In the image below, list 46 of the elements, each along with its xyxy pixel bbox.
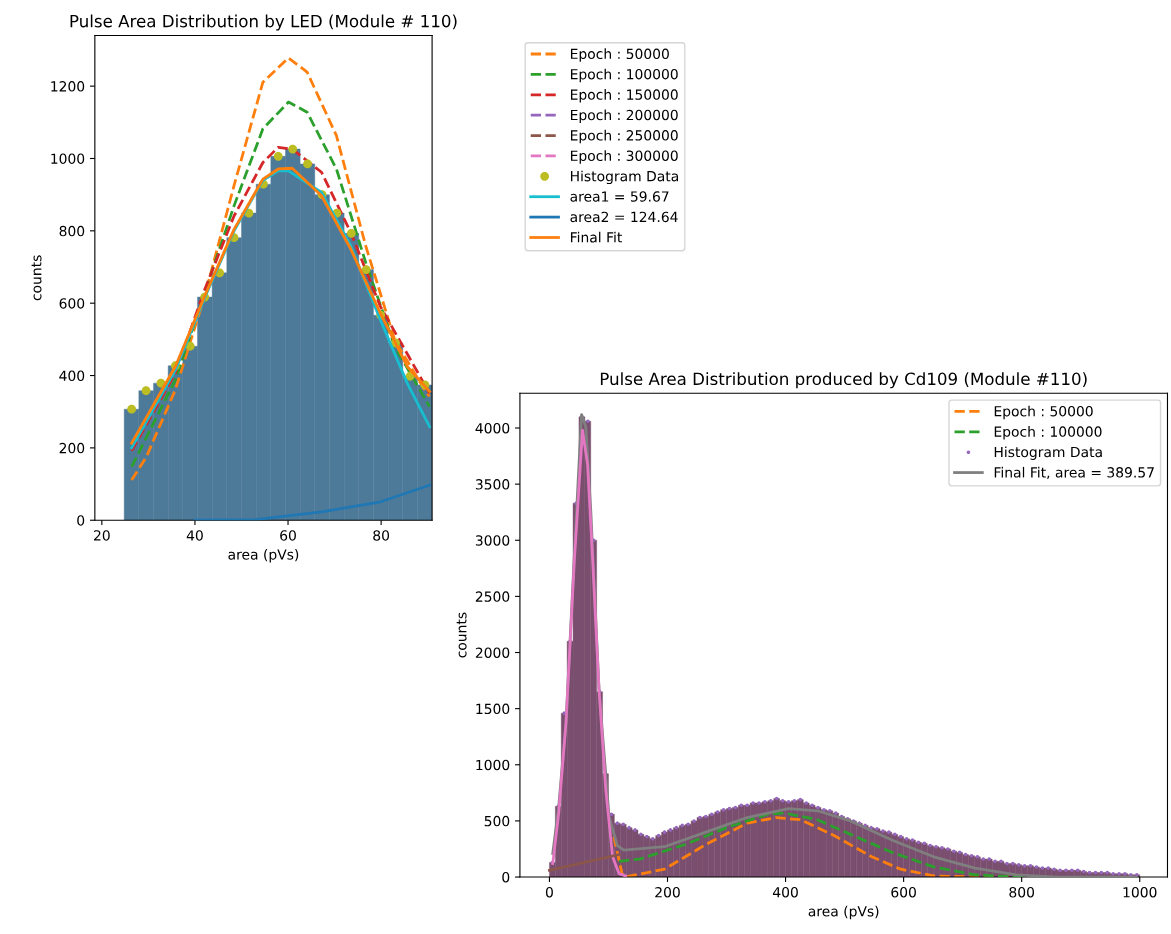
y-tick-label: 200 (59, 442, 85, 454)
y-tick-label: 1000 (476, 759, 510, 771)
y-tick-label: 2000 (475, 647, 510, 658)
legend-label: Final Fit (570, 231, 623, 243)
legend-label: Final Fit, area = 389.57 (994, 466, 1154, 480)
y-tick-label: 1000 (51, 153, 85, 164)
y-tick-label: 2500 (475, 591, 510, 602)
y-tick-label: 3500 (475, 479, 510, 490)
y-tick-label: 600 (59, 298, 85, 309)
y-tick-label: 400 (59, 370, 85, 382)
legend-label: Epoch : 100000 (570, 68, 678, 83)
legend-label: Epoch : 50000 (994, 405, 1093, 420)
chart-title: Pulse Area Distribution by LED (Module # 110) (70, 14, 457, 31)
chart-title: Pulse Area Distribution produced by Cd109 (Module #110) (600, 372, 1087, 389)
legend-label: Epoch : 50000 (570, 48, 669, 62)
x-tick-label: 800 (1009, 886, 1035, 898)
y-tick-label: 0 (77, 515, 85, 526)
x-tick-label: 60 (280, 530, 296, 541)
y-tick-label: 0 (502, 871, 510, 883)
y-tick-label: 500 (484, 815, 510, 827)
y-tick-label: 800 (59, 225, 85, 237)
legend-label: Epoch : 300000 (570, 150, 678, 164)
y-tick-label: 1200 (51, 81, 85, 92)
x-tick-label: 400 (772, 886, 798, 898)
x-tick-label: 1000 (1123, 886, 1157, 898)
legend-label: Histogram Data (994, 446, 1102, 460)
x-axis-title: area (pVs) (228, 548, 299, 563)
y-tick-label: 1500 (476, 703, 510, 715)
x-tick-label: 20 (94, 530, 110, 541)
x-tick-label: 0 (545, 886, 553, 898)
x-tick-label: 600 (891, 886, 916, 898)
y-axis-title: counts (31, 255, 42, 301)
x-tick-label: 40 (186, 530, 203, 541)
legend-label: Epoch : 200000 (570, 109, 678, 123)
legend-label: area1 = 59.67 (570, 191, 669, 202)
x-axis-title: area (pVs) (808, 905, 879, 920)
legend-label: Epoch : 100000 (994, 426, 1102, 440)
x-tick-label: 200 (655, 886, 680, 898)
y-tick-label: 3000 (475, 535, 510, 546)
y-axis-title: counts (456, 612, 467, 658)
legend-label: Epoch : 250000 (570, 129, 678, 144)
y-tick-label: 4000 (475, 422, 510, 434)
x-tick-label: 80 (373, 530, 390, 541)
legend-label: Histogram Data (570, 170, 678, 185)
legend-label: Epoch : 150000 (570, 89, 678, 103)
legend-label: area2 = 124.64 (570, 211, 678, 223)
